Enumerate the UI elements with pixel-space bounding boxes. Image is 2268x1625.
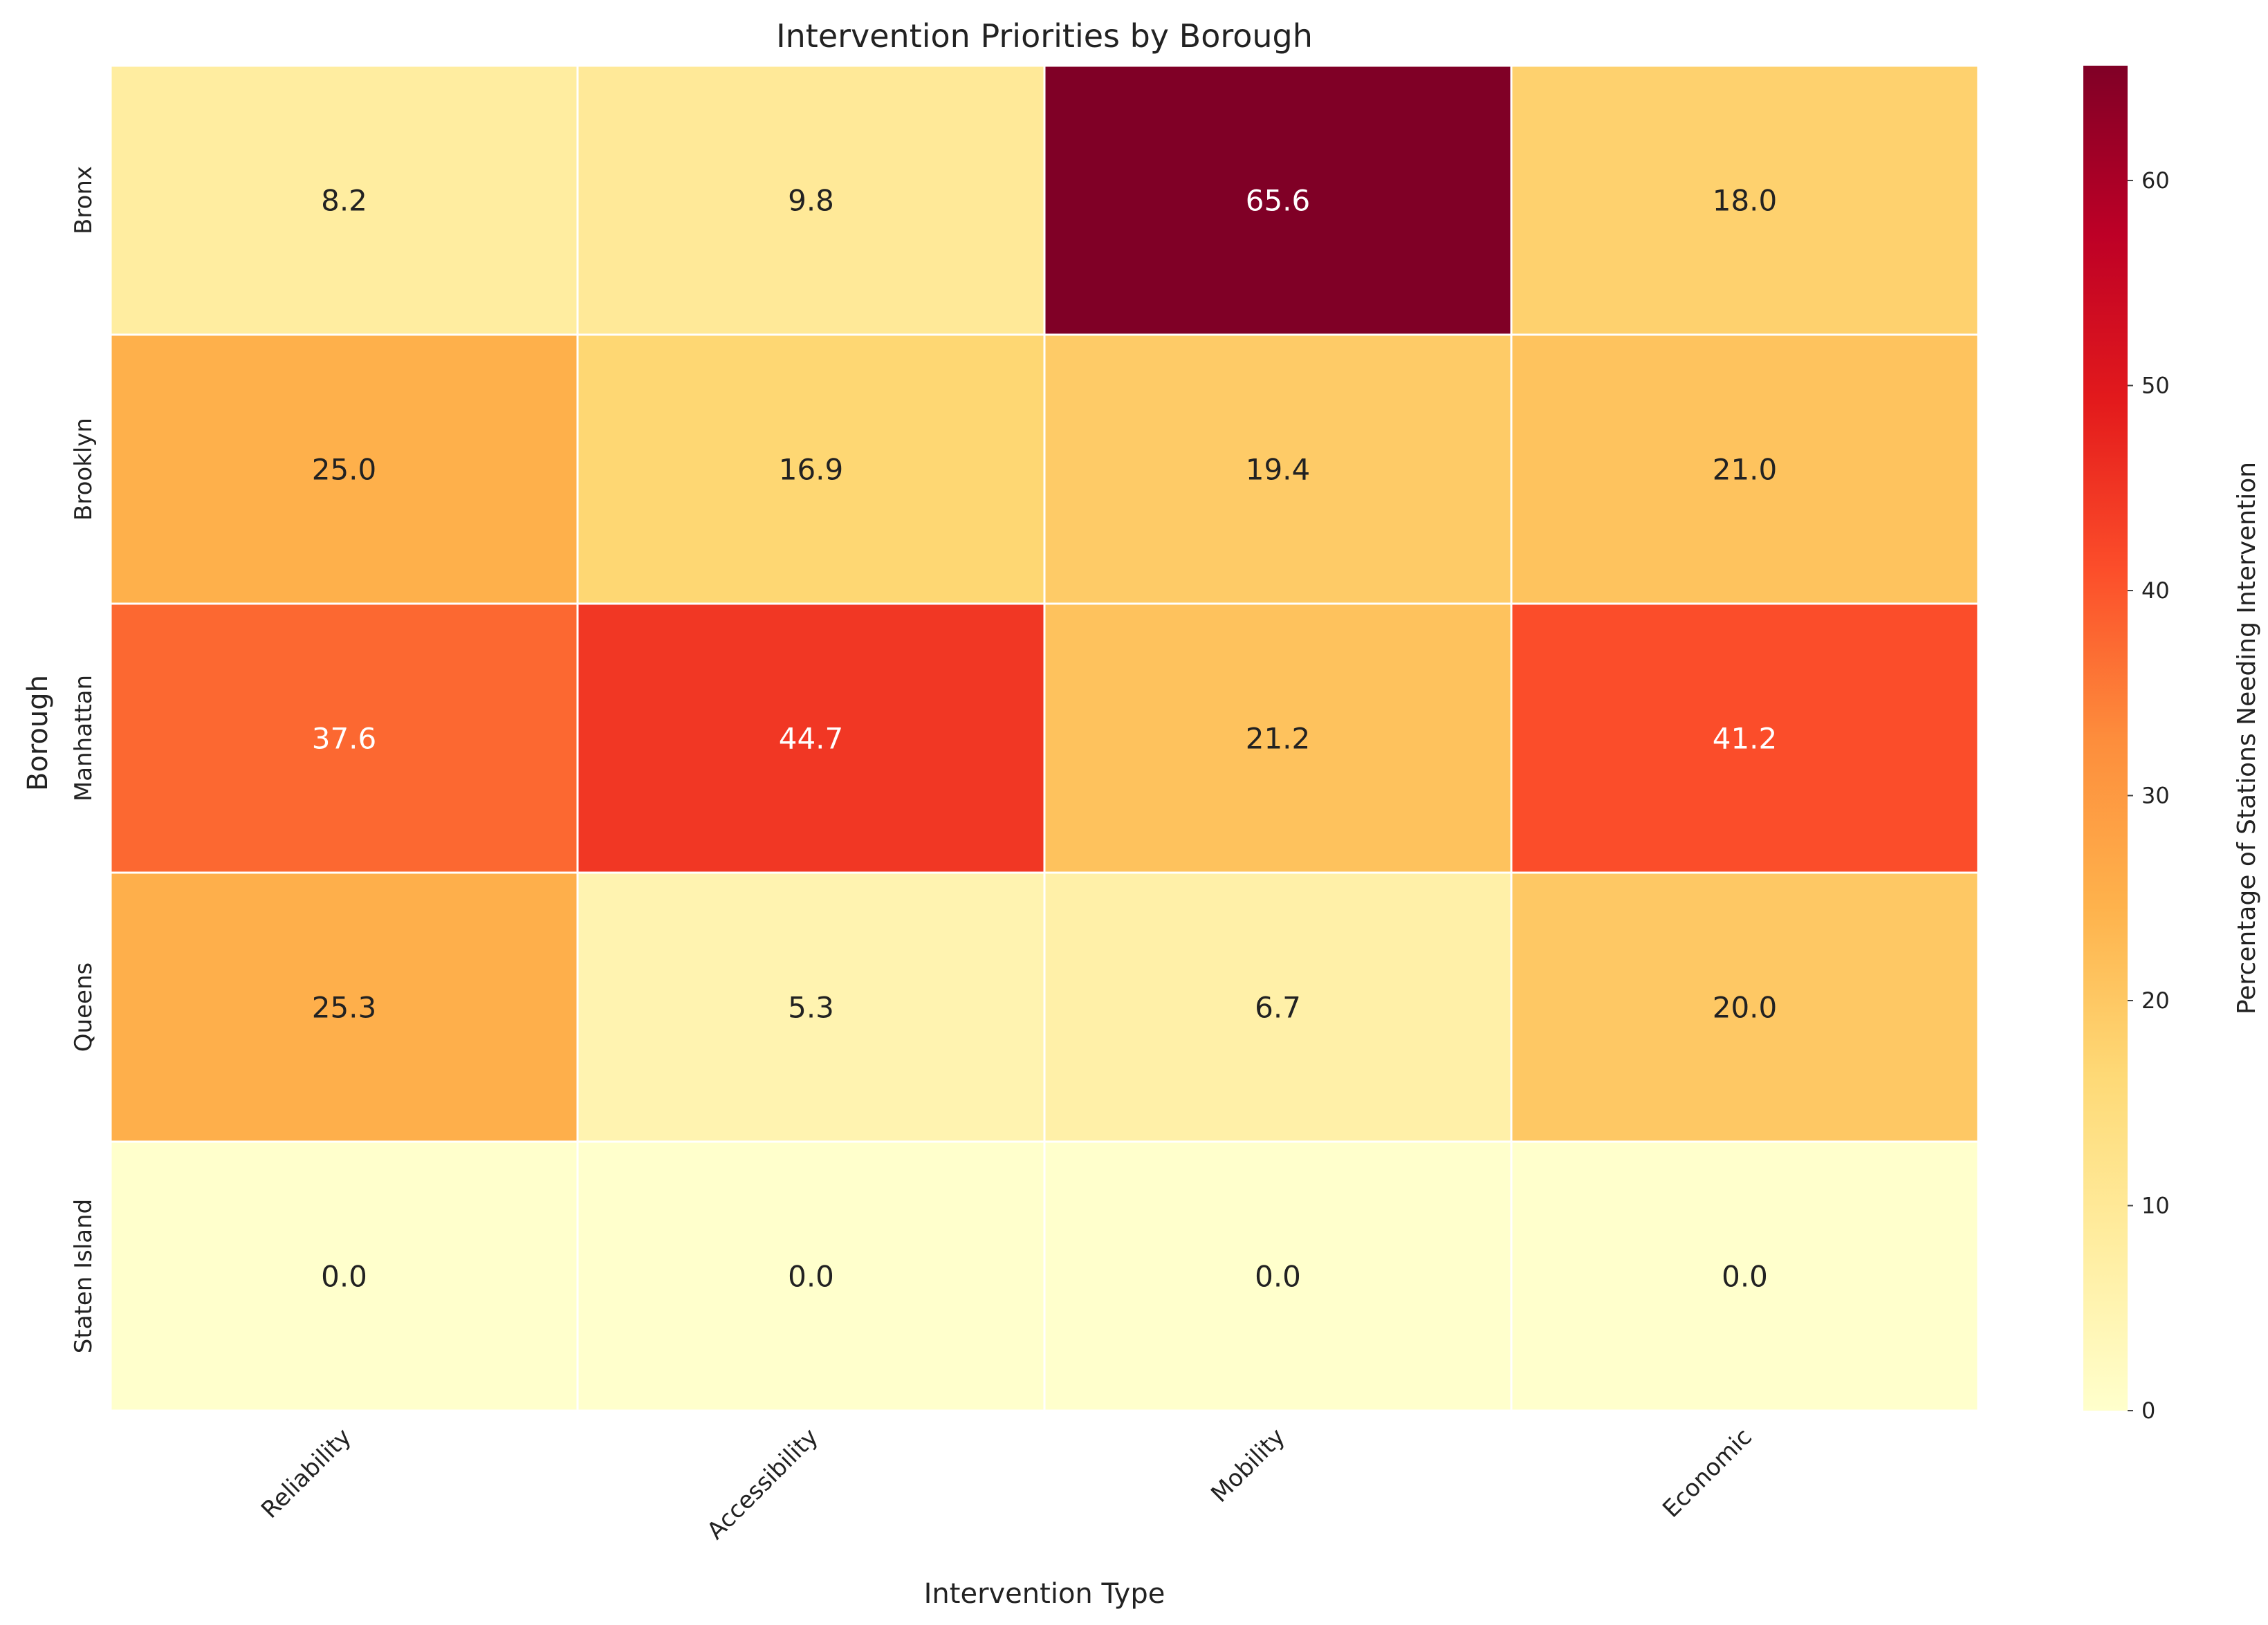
heatmap-cell [576, 871, 1046, 1143]
cell-value-label: 5.3 [788, 991, 834, 1025]
colorbar-label: Percentage of Stations Needing Intervent… [2233, 462, 2261, 1014]
colorbar-ticks: 0 10 20 30 40 50 60 [2128, 167, 2170, 1424]
colorbar [2083, 66, 2128, 1411]
x-axis-tick-labels: Reliability Accessibility Mobility Economic [256, 1423, 1758, 1545]
colorbar-tick-label: 40 [2141, 577, 2170, 604]
y-tick-label: Manhattan [70, 675, 98, 801]
cell-value-label: 8.2 [321, 184, 367, 218]
cell-value-label: 0.0 [1722, 1260, 1768, 1294]
cell-value-label: 6.7 [1255, 991, 1301, 1025]
heatmap-cell [109, 64, 579, 336]
cell-value-label: 0.0 [788, 1260, 834, 1294]
y-tick-label: Queens [70, 963, 98, 1052]
heatmap-cell [109, 333, 579, 605]
heatmap-cell [1043, 64, 1513, 336]
heatmap-cell [1510, 64, 1980, 336]
cell-value-label: 44.7 [779, 722, 844, 756]
heatmap-cell [1510, 602, 1980, 874]
cell-value-label: 41.2 [1713, 722, 1778, 756]
heatmap-cell [1043, 1140, 1513, 1412]
heatmap-cell [1043, 871, 1513, 1143]
cell-value-label: 19.4 [1246, 453, 1311, 487]
colorbar-tick-label: 20 [2141, 987, 2170, 1014]
cell-value-label: 25.0 [312, 453, 377, 487]
colorbar-tick-label: 10 [2141, 1193, 2170, 1219]
heatmap-cell [576, 602, 1046, 874]
cell-value-label: 0.0 [321, 1260, 367, 1294]
y-tick-label: Brooklyn [70, 418, 98, 521]
cell-value-label: 37.6 [312, 722, 377, 756]
cell-value-label: 0.0 [1255, 1260, 1301, 1294]
colorbar-tick-label: 50 [2141, 373, 2170, 399]
heatmap-cell [109, 871, 579, 1143]
heatmap-cell [576, 64, 1046, 336]
cell-value-label: 21.2 [1246, 722, 1311, 756]
cell-value-label: 20.0 [1713, 991, 1778, 1025]
colorbar-tick-label: 60 [2141, 167, 2170, 194]
y-axis-label: Borough [22, 675, 54, 791]
heatmap-cell [1510, 1140, 1980, 1412]
y-tick-label: Staten Island [70, 1199, 98, 1354]
y-tick-label: Bronx [70, 166, 98, 234]
cell-value-label: 21.0 [1713, 453, 1778, 487]
heatmap-cell [576, 333, 1046, 605]
cell-value-label: 65.6 [1246, 184, 1311, 218]
colorbar-tick-label: 30 [2141, 783, 2170, 809]
heatmap-cell [109, 1140, 579, 1412]
cell-value-label: 9.8 [788, 184, 834, 218]
heatmap-cell [1510, 871, 1980, 1143]
chart-title: Intervention Priorities by Borough [776, 17, 1313, 55]
x-tick-label: Accessibility [702, 1423, 824, 1545]
y-axis-tick-labels: Bronx Brooklyn Manhattan Queens Staten Islan… [70, 166, 98, 1353]
x-tick-label: Reliability [256, 1423, 357, 1524]
cell-value-label: 18.0 [1713, 184, 1778, 218]
x-tick-label: Mobility [1206, 1423, 1291, 1508]
heatmap-cell [1043, 333, 1513, 605]
x-tick-label: Economic [1657, 1423, 1758, 1523]
heatmap-cell [576, 1140, 1046, 1412]
colorbar-tick-label: 0 [2141, 1398, 2155, 1424]
cell-value-labels: 8.2 9.8 65.6 18.0 25.0 16.9 19.4 21.0 37.6 44.7 21… [312, 184, 1778, 1294]
heatmap-cell [1510, 333, 1980, 605]
cell-value-label: 25.3 [312, 991, 377, 1025]
heatmap-cells [109, 64, 1980, 1412]
cell-value-label: 16.9 [779, 453, 844, 487]
x-axis-label: Intervention Type [924, 1578, 1165, 1610]
